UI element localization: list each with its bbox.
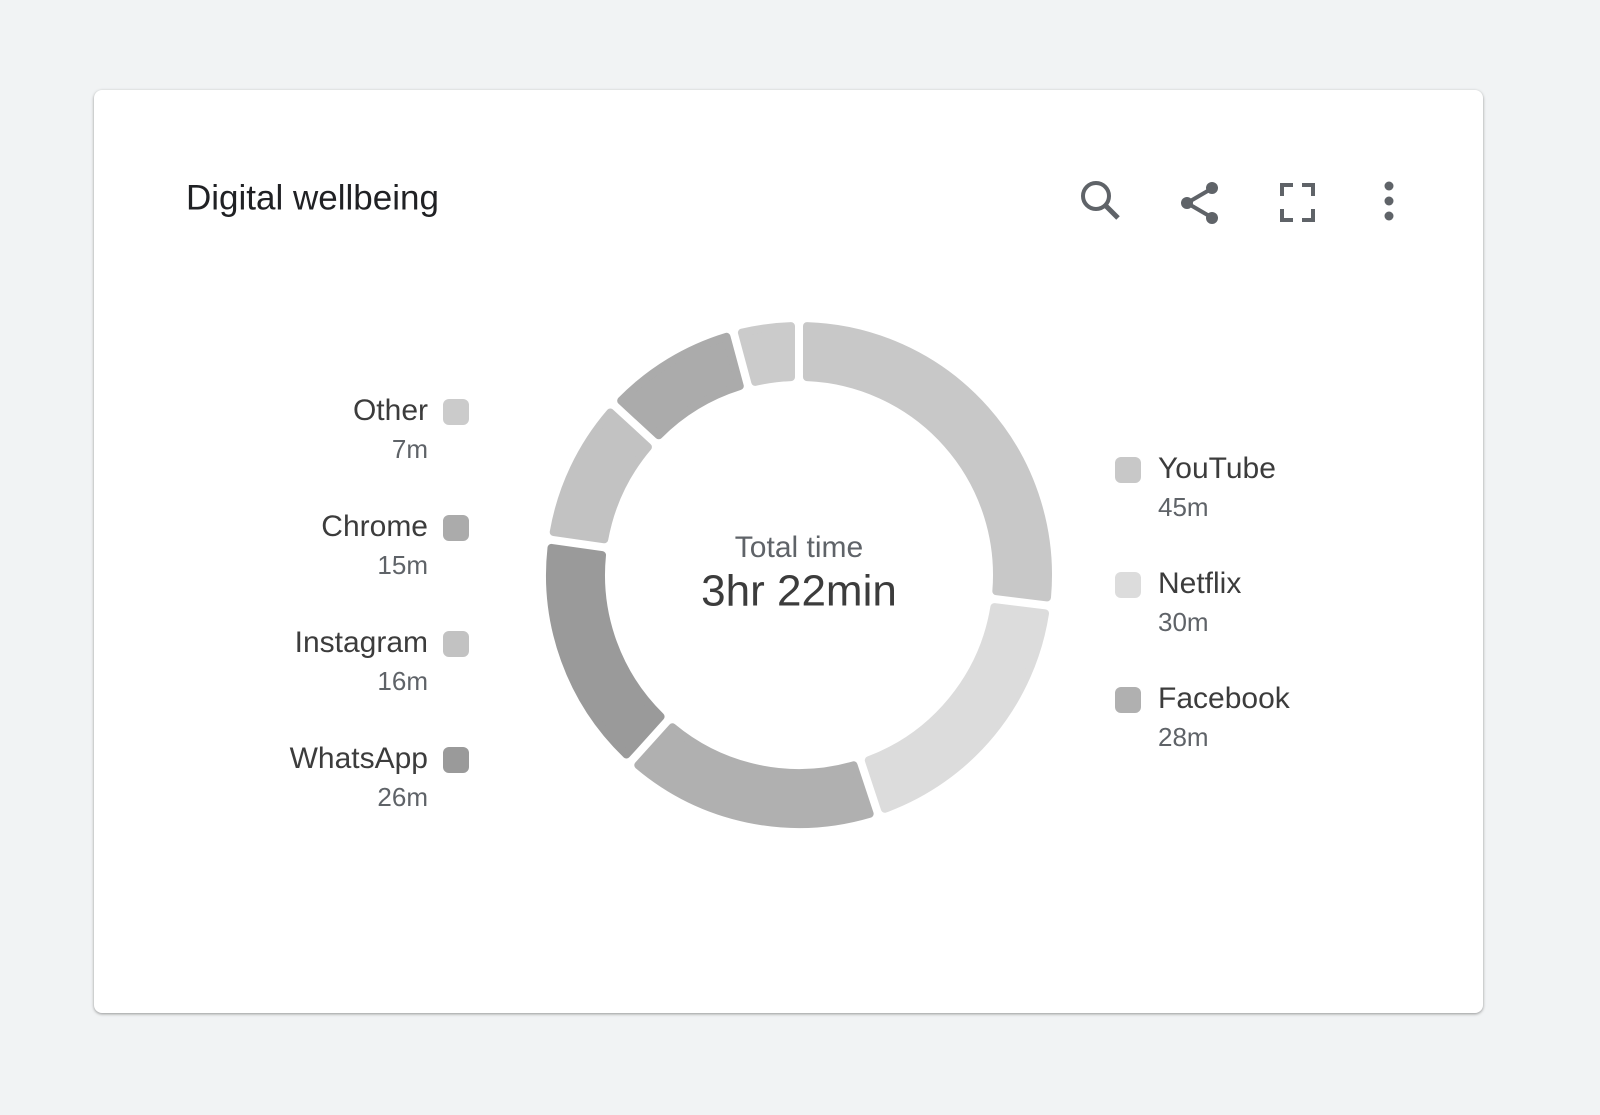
legend-value: 28m bbox=[1158, 722, 1209, 752]
donut-segment bbox=[634, 723, 874, 828]
legend-value: 26m bbox=[377, 782, 428, 812]
donut-segment bbox=[549, 408, 652, 544]
legend-value: 15m bbox=[377, 550, 428, 580]
legend-name: Chrome bbox=[321, 510, 428, 543]
more-button[interactable] bbox=[1384, 181, 1394, 221]
donut-segment bbox=[737, 322, 796, 386]
legend-value: 45m bbox=[1158, 492, 1209, 522]
legend-swatch bbox=[443, 399, 469, 425]
legend-name: Other bbox=[353, 394, 428, 427]
legend-value: 7m bbox=[392, 434, 428, 464]
legend-swatch bbox=[1115, 457, 1141, 483]
chart-title: Digital wellbeing bbox=[186, 178, 439, 217]
legend-name: WhatsApp bbox=[290, 742, 428, 775]
legend-name: Instagram bbox=[295, 626, 428, 659]
legend-name: YouTube bbox=[1158, 452, 1276, 485]
donut-segment bbox=[802, 322, 1052, 602]
legend-swatch bbox=[1115, 572, 1141, 598]
center-value: 3hr 22min bbox=[701, 567, 897, 616]
legend-swatch bbox=[443, 747, 469, 773]
donut-segment bbox=[546, 543, 665, 759]
center-label: Total time bbox=[735, 531, 863, 564]
legend-swatch bbox=[443, 515, 469, 541]
fullscreen-button[interactable] bbox=[1280, 183, 1315, 222]
search-button[interactable] bbox=[1081, 181, 1120, 220]
legend-value: 30m bbox=[1158, 607, 1209, 637]
legend-swatch bbox=[1115, 687, 1141, 713]
donut-segment bbox=[864, 603, 1050, 813]
legend-swatch bbox=[443, 631, 469, 657]
share-button[interactable] bbox=[1181, 182, 1218, 224]
legend-name: Facebook bbox=[1158, 682, 1291, 715]
donut-segment bbox=[617, 332, 744, 440]
card bbox=[94, 90, 1483, 1013]
legend-value: 16m bbox=[377, 666, 428, 696]
legend-name: Netflix bbox=[1158, 567, 1241, 600]
